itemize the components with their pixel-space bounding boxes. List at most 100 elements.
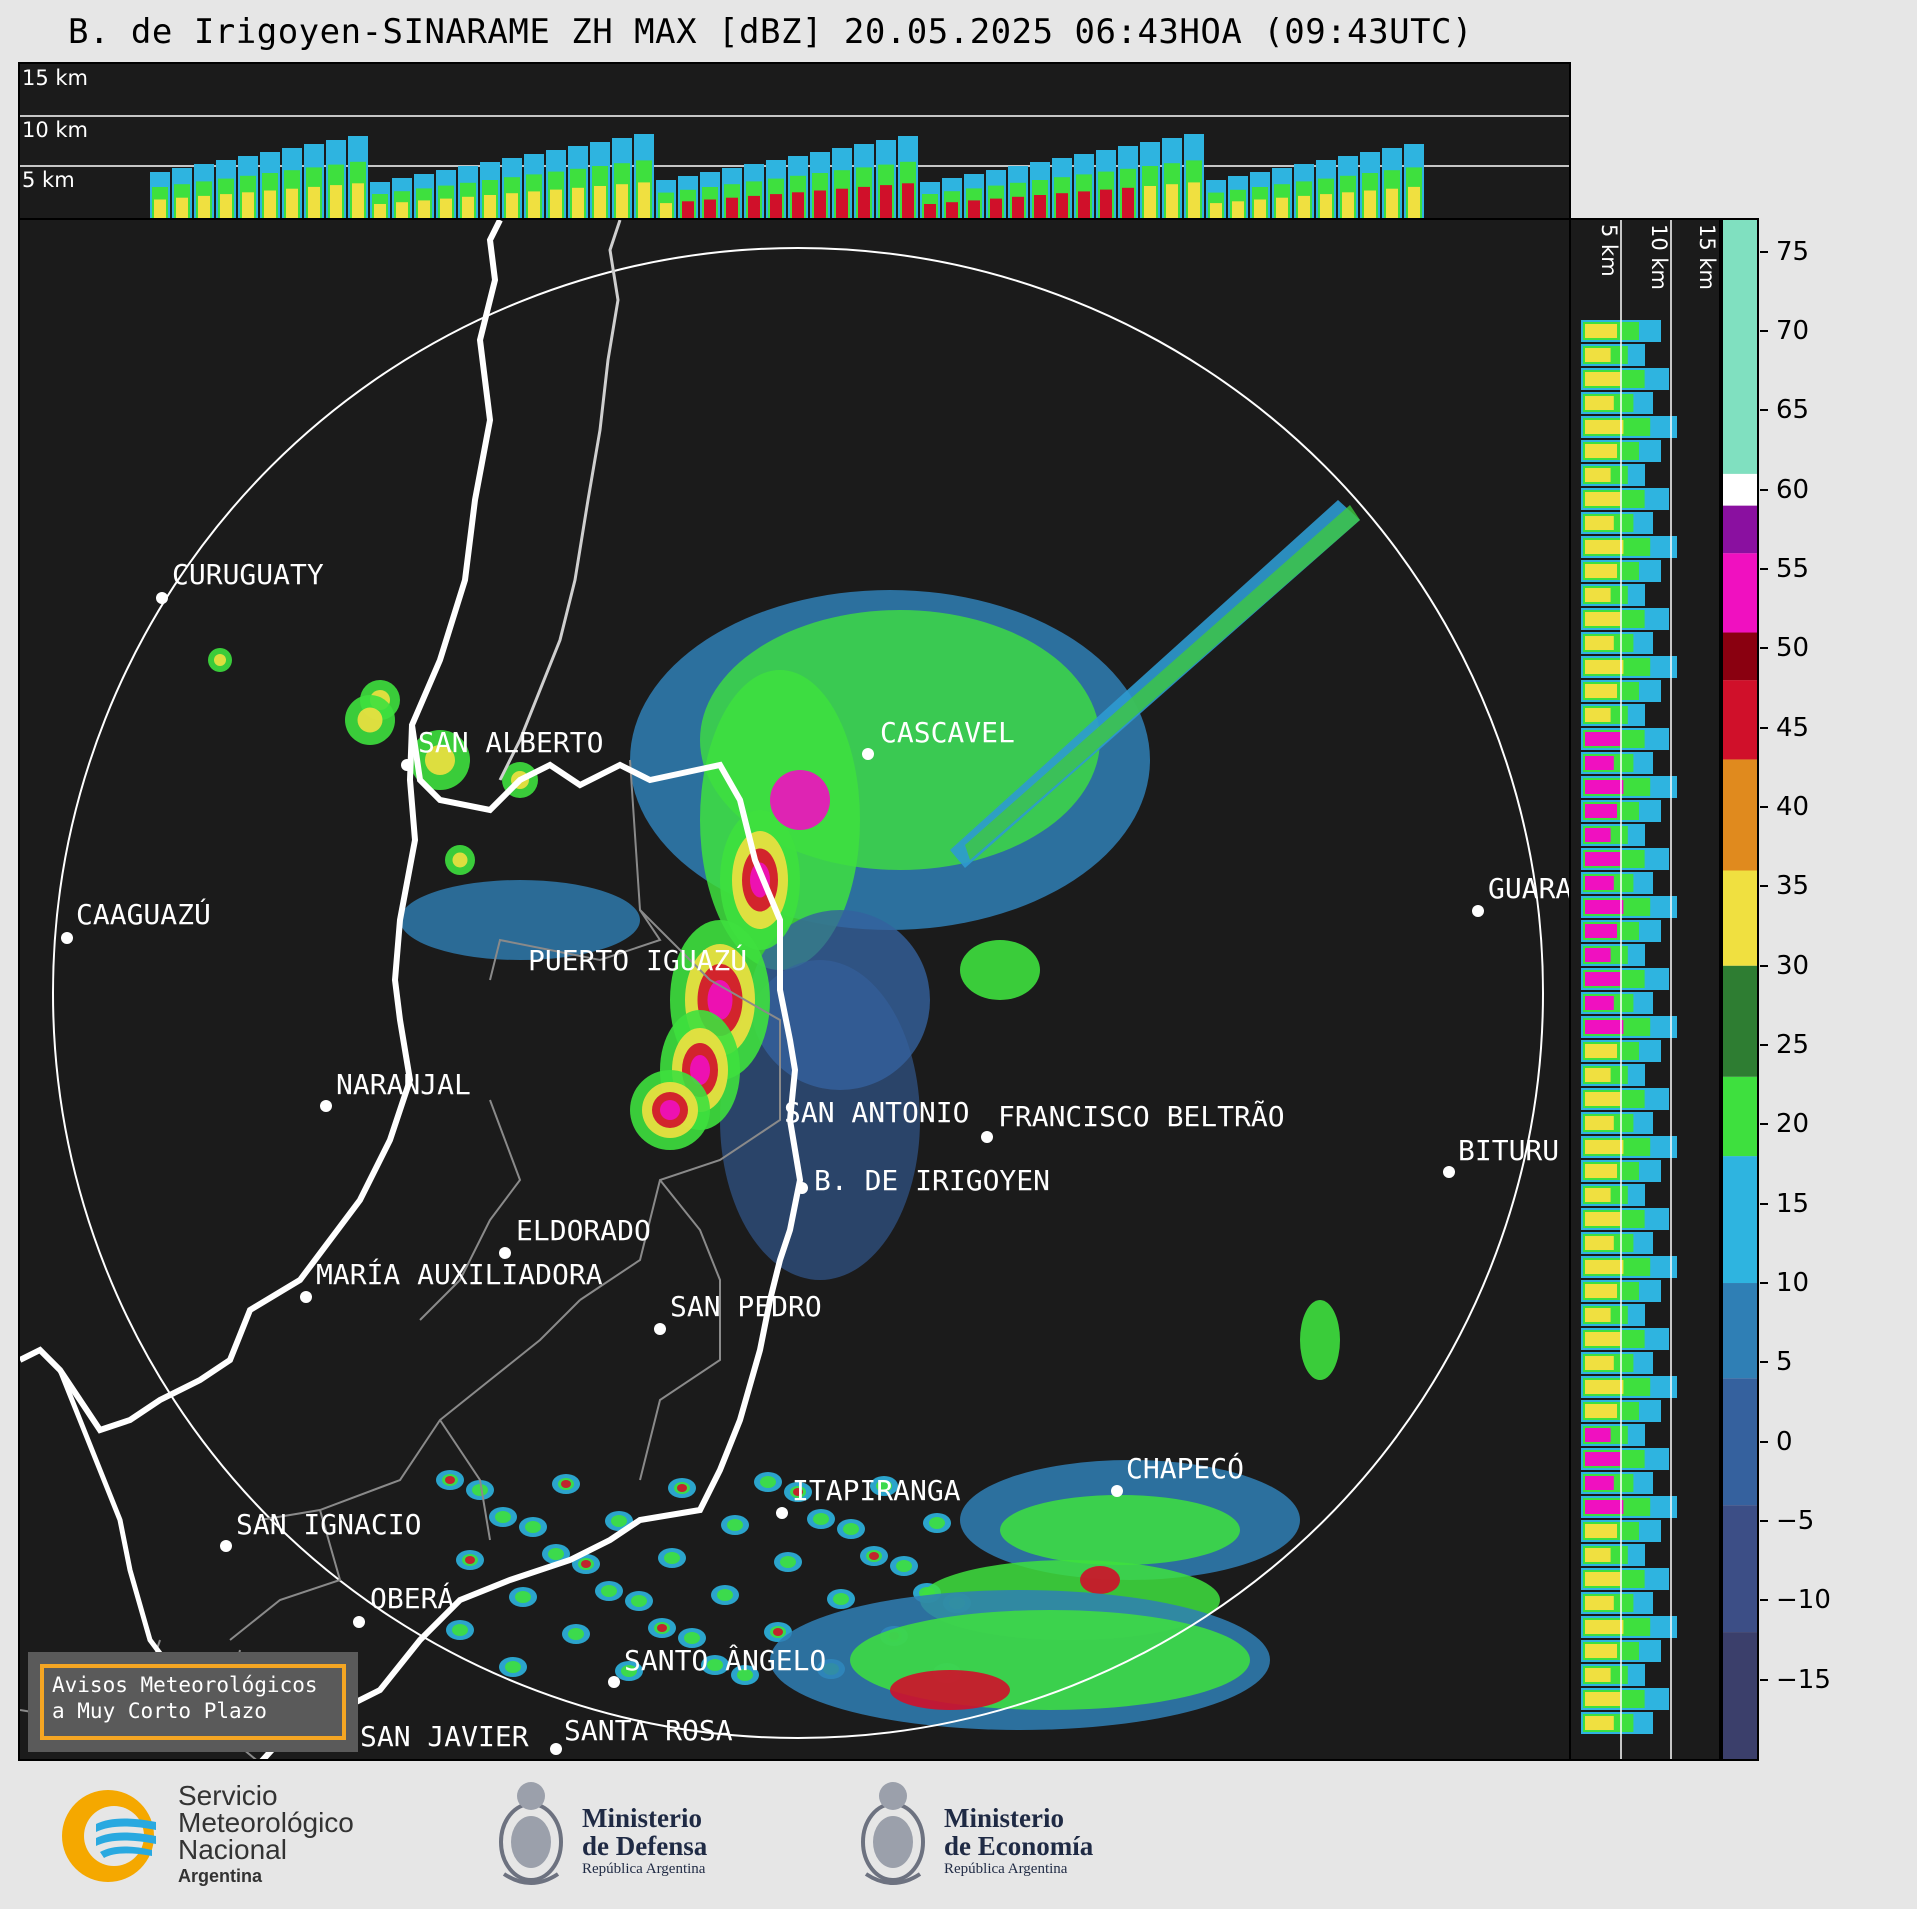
echo-row	[1585, 348, 1611, 362]
echo-cell	[876, 1480, 892, 1492]
colorbar-tick	[1760, 647, 1768, 650]
echo-column	[1254, 199, 1266, 218]
echo-cell	[515, 1591, 531, 1603]
city-dot	[320, 1100, 332, 1112]
echo-row	[1585, 1404, 1617, 1418]
side-cross-section-echoes	[1581, 220, 1677, 1759]
smn-logo	[56, 1786, 166, 1886]
echo-row	[1585, 516, 1614, 530]
echo-row	[1585, 924, 1617, 938]
colorbar-tick-label: 60	[1776, 474, 1810, 505]
echo-cell	[780, 1556, 796, 1568]
height-label-5km: 5 km	[1597, 224, 1621, 277]
echo-row	[1585, 1092, 1621, 1106]
echo-column	[946, 202, 958, 218]
colorbar-gradient	[1723, 220, 1757, 1759]
colorbar-tick-label: −5	[1776, 1506, 1815, 1536]
economia-line-3: República Argentina	[944, 1861, 1068, 1877]
city-dot	[353, 1616, 365, 1628]
echo-cell	[690, 1055, 710, 1085]
city-dot	[654, 1323, 666, 1335]
echo-column	[1144, 186, 1156, 218]
colorbar-band	[1723, 1632, 1757, 1759]
echo-column	[308, 186, 320, 218]
colorbar-band	[1723, 632, 1757, 681]
echo-column	[242, 192, 254, 218]
city-dot	[776, 1507, 788, 1519]
echo-column	[1056, 193, 1068, 218]
colorbar-tick	[1760, 1282, 1768, 1285]
smn-logo-text: Servicio Meteorológico Nacional Argentin…	[178, 1782, 354, 1890]
echo-row	[1585, 780, 1624, 794]
city-label-san-antonio: SAN ANTONIO	[784, 1096, 970, 1129]
economia-logo-text: Ministerio de Economía República Argenti…	[944, 1804, 1093, 1878]
city-dot	[220, 1540, 232, 1552]
colorbar-band	[1723, 759, 1757, 871]
echo-row	[1585, 468, 1611, 482]
colorbar-tick-label: −15	[1776, 1664, 1831, 1695]
echo-cell	[720, 960, 920, 1280]
defensa-logo-text: Ministerio de Defensa República Argentin…	[582, 1804, 707, 1878]
city-dot	[862, 748, 874, 760]
echo-column	[924, 204, 936, 218]
city-label-guara: GUARA	[1488, 872, 1571, 905]
echo-cell	[1080, 1566, 1120, 1594]
echo-row	[1585, 612, 1621, 626]
echo-row	[1585, 1332, 1621, 1346]
echo-column	[770, 194, 782, 218]
echo-row	[1585, 1572, 1621, 1586]
echo-column	[528, 191, 540, 218]
colorbar-tick-label: 75	[1776, 236, 1810, 267]
echo-column	[968, 200, 980, 218]
echo-row	[1585, 1380, 1624, 1394]
echo-column	[264, 190, 276, 218]
echo-row	[1585, 564, 1617, 578]
city-label-san-ignacio: SAN IGNACIO	[236, 1508, 422, 1541]
colorbar-tick-label: 55	[1776, 554, 1810, 585]
echo-cell	[737, 1669, 753, 1681]
echo-column	[1034, 195, 1046, 218]
echo-row	[1585, 1596, 1614, 1610]
echo-cell	[445, 1476, 455, 1484]
echo-column	[198, 195, 210, 218]
colorbar-band	[1723, 1505, 1757, 1633]
city-label-santo-angelo: SANTO ÂNGELO	[624, 1644, 827, 1677]
colorbar-tick-label: 20	[1776, 1109, 1810, 1140]
echo-cell	[465, 1556, 475, 1564]
echo-column	[1166, 184, 1178, 218]
echo-column	[572, 187, 584, 218]
smn-line-1: Servicio	[178, 1780, 278, 1811]
smn-line-2: Meteorológico	[178, 1807, 354, 1838]
colorbar	[1721, 218, 1759, 1761]
echo-row	[1585, 1452, 1621, 1466]
city-label-cascavel: CASCAVEL	[880, 716, 1015, 749]
colorbar-tick-label: −10	[1776, 1585, 1831, 1616]
city-label-san-pedro: SAN PEDRO	[670, 1290, 822, 1323]
colorbar-tick-label: 15	[1776, 1188, 1810, 1219]
echo-cell	[660, 1100, 680, 1120]
colorbar-band	[1723, 1076, 1757, 1157]
colorbar-tick	[1760, 806, 1768, 809]
city-label-b-de-irigoyen: B. DE IRIGOYEN	[814, 1164, 1051, 1197]
colorbar-band	[1723, 473, 1757, 506]
defensa-seal-icon	[494, 1774, 568, 1894]
echo-cell	[631, 1595, 647, 1607]
colorbar-band	[1723, 505, 1757, 554]
echo-cell	[869, 1552, 879, 1560]
echo-row	[1585, 1548, 1611, 1562]
echo-row	[1585, 1140, 1624, 1154]
height-label-10km: 10 km	[1647, 224, 1671, 291]
echo-cell	[677, 1484, 687, 1492]
colorbar-band	[1723, 870, 1757, 966]
echo-cell	[1300, 1300, 1340, 1380]
echo-row	[1585, 1284, 1617, 1298]
echo-column	[176, 197, 188, 218]
echo-row	[1585, 1188, 1611, 1202]
echo-column	[660, 203, 672, 218]
defensa-line-2: de Defensa	[582, 1831, 708, 1861]
echo-row	[1585, 972, 1621, 986]
colorbar-tick	[1760, 964, 1768, 967]
echo-column	[836, 188, 848, 218]
defensa-line-3: República Argentina	[582, 1861, 706, 1877]
height-label-15km: 15 km	[1695, 224, 1719, 291]
